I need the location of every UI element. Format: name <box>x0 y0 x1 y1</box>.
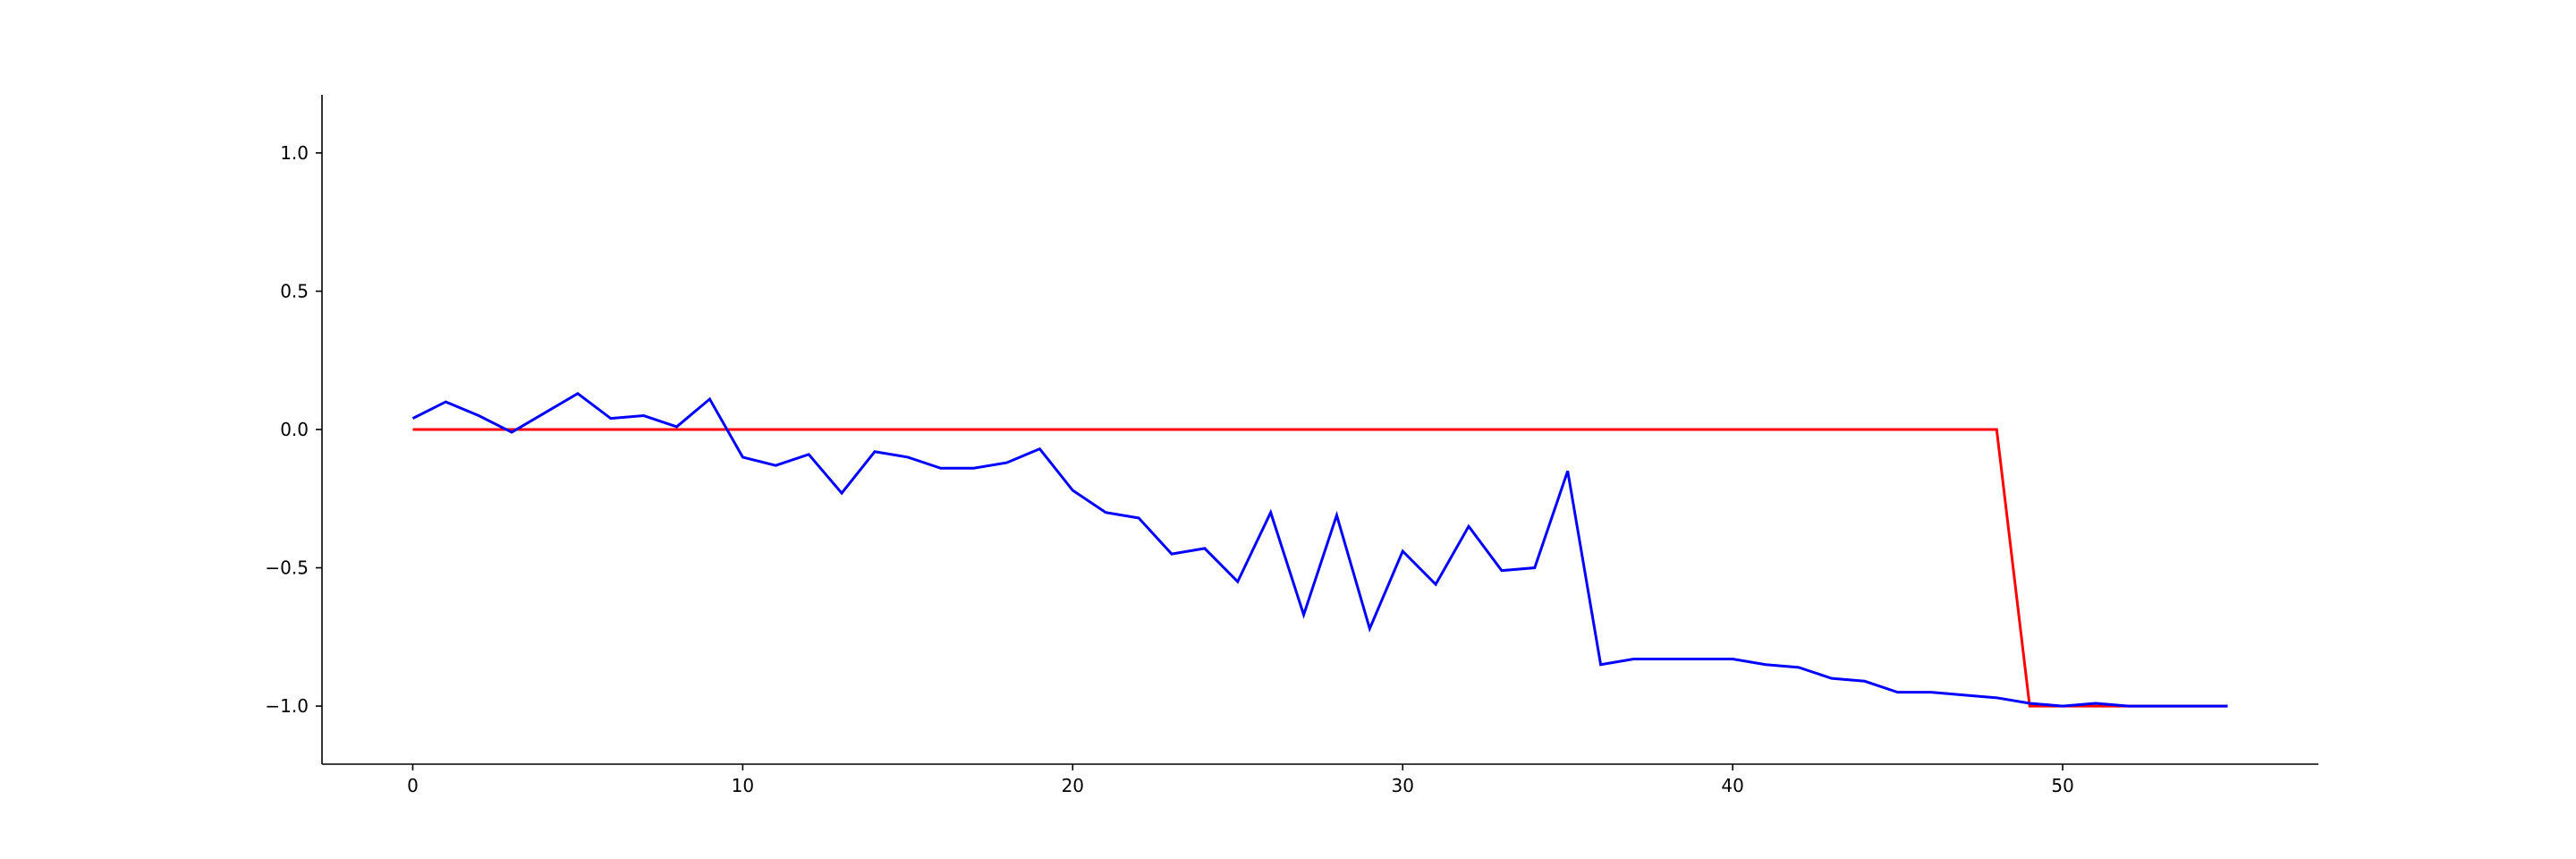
y-tick-label: 1.0 <box>280 142 309 164</box>
y-tick-label: −0.5 <box>265 557 309 579</box>
x-tick-label: 10 <box>732 775 754 796</box>
x-tick-label: 20 <box>1062 775 1084 796</box>
y-tick-label: −1.0 <box>265 695 309 717</box>
y-tick-label: 0.5 <box>280 280 309 302</box>
x-tick-label: 0 <box>407 775 419 796</box>
x-tick-label: 40 <box>1721 775 1743 796</box>
x-tick-label: 30 <box>1392 775 1414 796</box>
x-tick-label: 50 <box>2051 775 2073 796</box>
chart-container: 0 10 20 30 40 50 −1.0 −0.5 0.0 0.5 1.0 <box>0 0 2576 859</box>
line-chart: 0 10 20 30 40 50 −1.0 −0.5 0.0 0.5 1.0 <box>0 0 2576 859</box>
y-tick-label: 0.0 <box>280 419 309 440</box>
